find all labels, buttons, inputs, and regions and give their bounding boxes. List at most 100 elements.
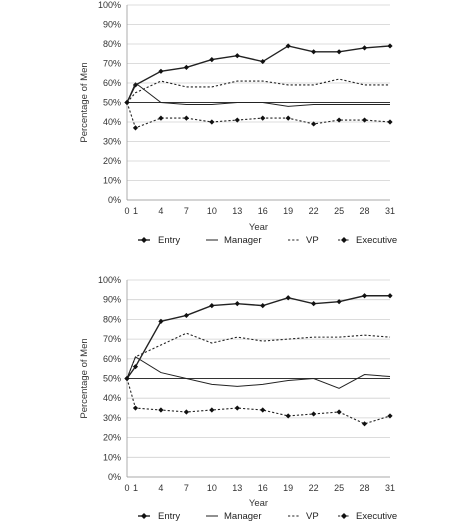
legend-label-entry: Entry [158,235,180,246]
y-tick-label: 50% [103,374,121,384]
data-point-executive [158,407,164,413]
x-tick-label: 0 [124,206,129,216]
data-point-executive [311,411,317,417]
data-point-entry [158,318,164,324]
data-point-executive [361,421,368,427]
y-tick-label: 50% [103,98,121,108]
legend-label-manager: Manager [224,511,262,522]
y-tick-label: 100% [98,275,121,285]
data-point-executive [234,405,240,411]
y-tick-label: 80% [103,314,121,324]
x-tick-label: 22 [309,206,319,216]
y-tick-label: 20% [103,433,121,443]
data-point-entry [285,295,291,301]
x-tick-label: 31 [385,483,395,493]
data-point-executive [336,409,342,415]
y-axis-title: Percentage of Men [79,62,90,142]
y-tick-label: 40% [103,117,121,127]
x-tick-label: 19 [283,206,293,216]
data-point-entry [387,43,393,49]
series-line-vp [126,332,391,379]
y-tick-label: 60% [103,78,121,88]
y-tick-label: 70% [103,59,121,69]
legend-label-vp: VP [306,511,319,522]
series-line-executive [126,102,391,129]
y-tick-label: 30% [103,137,121,147]
data-point-executive [336,117,342,123]
data-point-entry [361,293,368,299]
y-tick-label: 90% [103,20,121,30]
y-tick-label: 0% [108,472,121,482]
data-point-entry [209,57,215,63]
legend-marker-entry [141,513,147,519]
data-point-executive [387,413,393,419]
chart-1: 0% 10% 20% 30% 40% 50% 60% 70% 80% 90% 100% 0 1 4 7 10 1… [79,0,397,246]
x-tick-label: 0 [124,483,129,493]
series-line-entry [126,45,391,103]
data-point-entry [234,53,240,59]
y-tick-label: 20% [103,156,121,166]
data-point-entry [311,49,317,55]
x-tick-label: 13 [232,206,242,216]
data-point-entry [361,45,368,51]
data-point-executive [285,115,291,121]
series-line-manager [126,82,390,107]
data-point-executive [209,119,215,125]
y-tick-label: 100% [98,0,121,10]
data-point-executive [124,375,130,382]
x-tick-label: 7 [184,206,189,216]
x-axis-title: Year [249,498,268,509]
legend-label-manager: Manager [224,235,262,246]
legend-label-vp: VP [306,235,319,246]
y-tick-label: 70% [103,334,121,344]
x-tick-label: 19 [283,483,293,493]
data-point-executive [183,115,189,121]
x-tick-label: 31 [385,206,395,216]
legend-marker-entry [141,237,147,243]
data-point-executive [387,119,393,125]
series-line-manager [126,356,391,389]
y-tick-label: 90% [103,295,121,305]
y-axis-title: Percentage of Men [79,338,90,418]
x-tick-label: 7 [184,483,189,493]
data-point-executive [183,409,189,415]
data-point-entry [234,301,240,307]
x-tick-label: 4 [158,206,163,216]
series-line-executive [126,378,391,425]
x-tick-label: 16 [258,483,268,493]
x-tick-label: 28 [360,206,370,216]
data-point-executive [209,407,215,413]
data-point-executive [158,115,164,121]
data-point-executive [285,413,291,419]
x-tick-label: 13 [232,483,242,493]
y-tick-label: 10% [103,176,121,186]
y-tick-label: 60% [103,354,121,364]
x-tick-label: 28 [360,483,370,493]
chart-2: 0% 10% 20% 30% 40% 50% 60% 70% 80% 90% 100% 0 1 4 7 10 1… [79,275,397,522]
data-point-entry [209,303,215,309]
y-tick-label: 30% [103,413,121,423]
x-tick-label: 10 [207,206,217,216]
legend-label-entry: Entry [158,511,180,522]
data-point-entry [336,299,342,305]
data-point-executive [361,117,368,123]
data-point-entry [285,43,291,49]
series-line-entry [126,295,390,379]
y-tick-label: 0% [108,195,121,205]
legend-marker-executive [341,237,347,243]
legend-label-executive: Executive [356,235,397,246]
data-point-entry [387,293,393,299]
x-tick-label: 1 [133,206,138,216]
data-point-executive [132,405,139,411]
x-axis-title: Year [249,222,268,233]
data-point-executive [260,407,266,413]
x-tick-label: 1 [133,483,138,493]
x-tick-label: 25 [334,483,344,493]
y-tick-label: 10% [103,452,121,462]
legend-marker-executive [341,513,347,519]
x-tick-label: 25 [334,206,344,216]
data-point-entry [260,58,266,65]
x-tick-label: 22 [309,483,319,493]
x-tick-label: 4 [158,483,163,493]
y-tick-label: 40% [103,393,121,403]
